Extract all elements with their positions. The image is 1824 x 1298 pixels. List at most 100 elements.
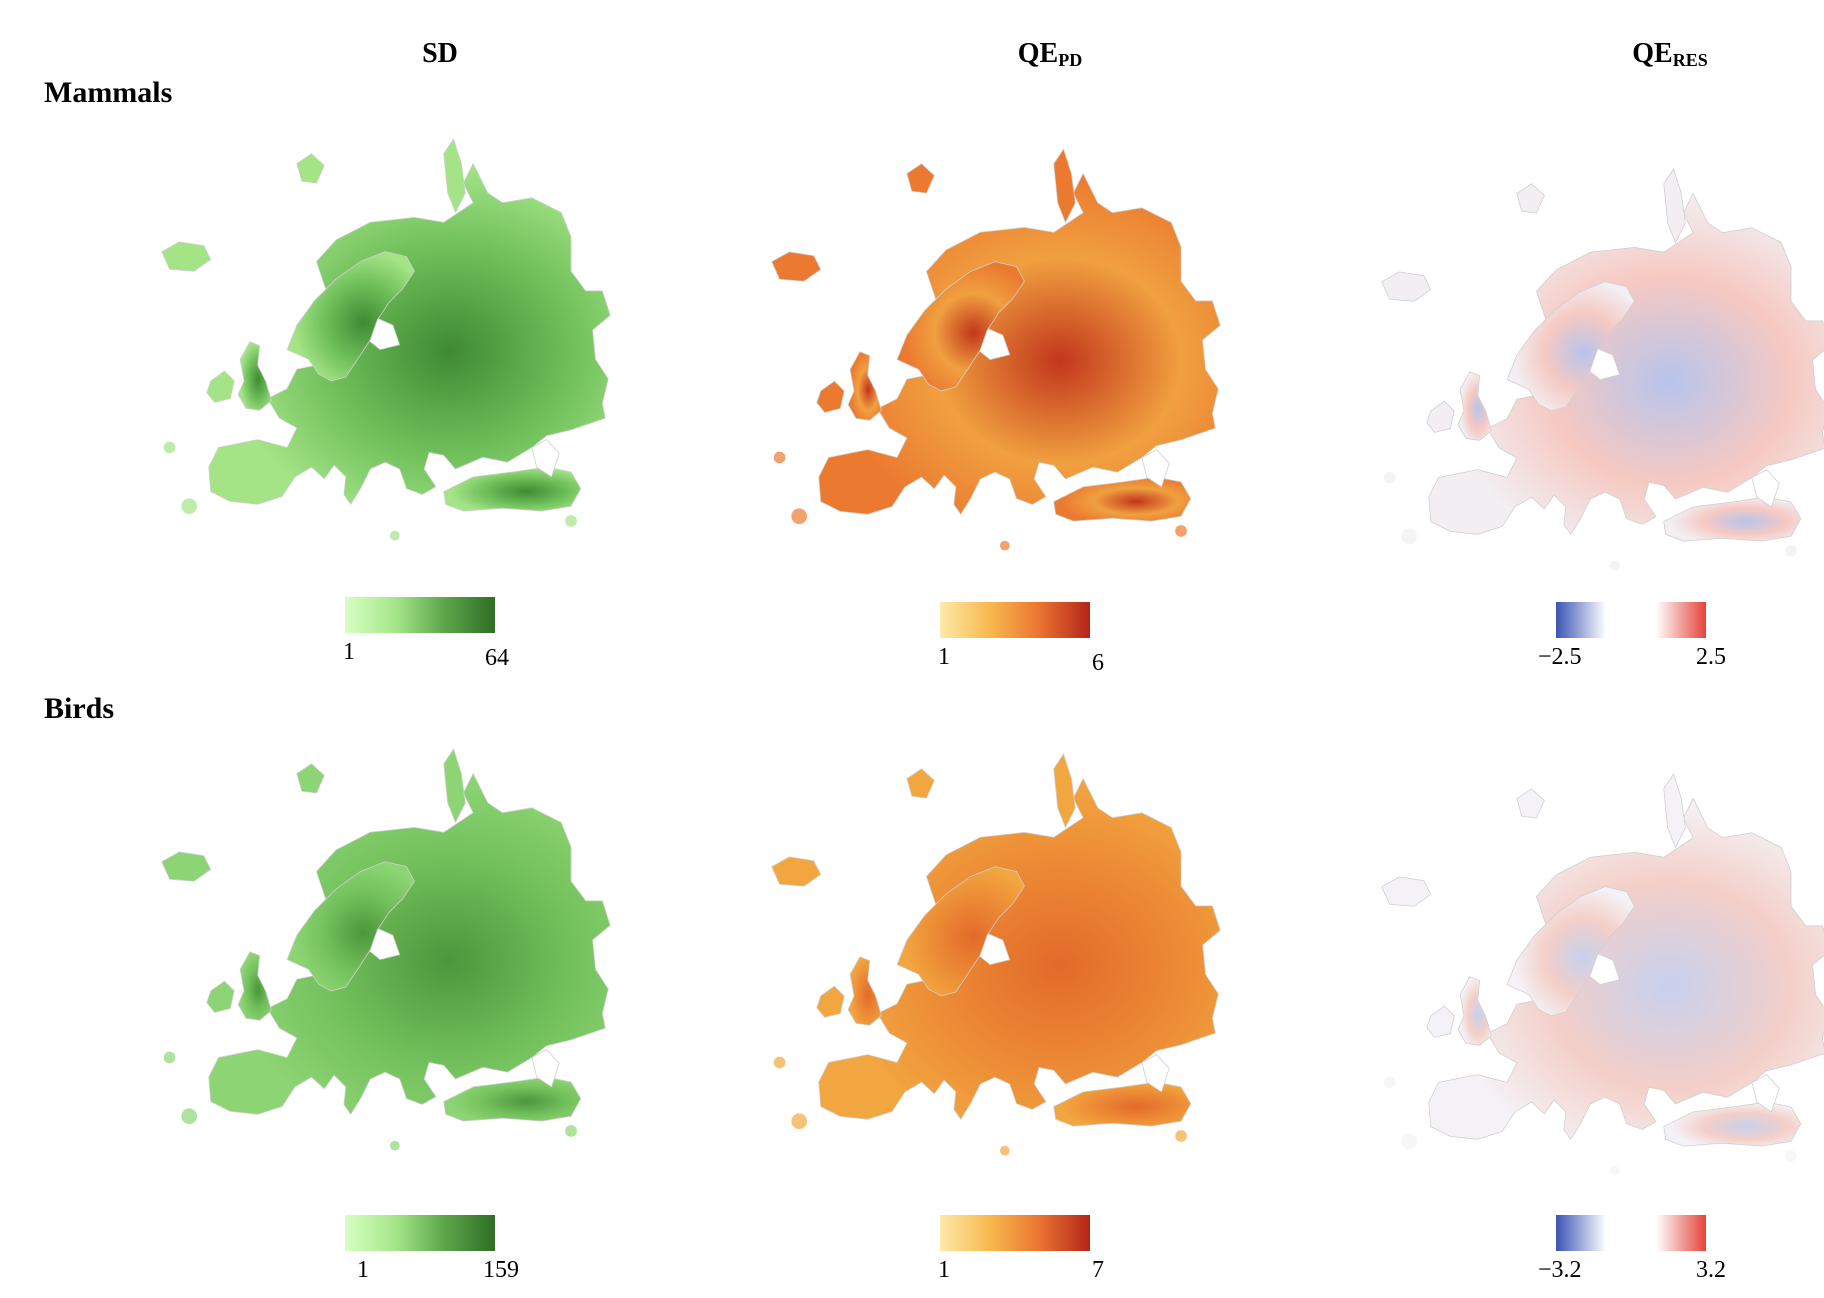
- region-turkey: [1053, 1081, 1192, 1127]
- region-novaya: [443, 748, 466, 824]
- island: [389, 530, 400, 541]
- region-caspian: [1141, 449, 1170, 488]
- region-iceland: [1381, 876, 1432, 907]
- region-scandinavia: [896, 261, 1025, 392]
- europe-map-svg: [771, 148, 1221, 551]
- region-svalbard: [906, 768, 935, 799]
- region-caspian: [1751, 469, 1780, 508]
- legend-birds-sd: 1 159: [345, 1215, 519, 1283]
- europe-map-svg: [1381, 168, 1824, 571]
- region-britain: [847, 351, 882, 421]
- map-birds-qeres: [1370, 745, 1824, 1185]
- region-britain: [1457, 976, 1492, 1046]
- region-svalbard: [906, 163, 935, 194]
- region-scandinavia: [286, 251, 415, 382]
- legend-max: 6: [1092, 650, 1104, 676]
- island: [773, 1056, 786, 1069]
- region-britain: [847, 956, 882, 1026]
- island: [999, 1145, 1010, 1156]
- region-ireland: [206, 370, 235, 403]
- legend-birds-qeres: −3.2 3.2: [1538, 1215, 1726, 1283]
- row-title-mammals: Mammals: [44, 76, 173, 109]
- region-turkey: [443, 1076, 582, 1122]
- region-caspian: [531, 439, 560, 478]
- region-scandinavia: [896, 866, 1025, 997]
- map-birds-qepd: [760, 725, 1230, 1165]
- region-iceland: [161, 851, 212, 882]
- region-caspian: [531, 1049, 560, 1088]
- island: [1175, 1130, 1187, 1142]
- legend-mammals-qepd: 1 6: [938, 602, 1104, 676]
- legend-mammals-qeres: −2.5 2.5: [1538, 602, 1726, 670]
- region-svalbard: [296, 763, 325, 794]
- region-turkey: [1053, 476, 1192, 522]
- legend-max: 7: [1092, 1257, 1104, 1283]
- region-novaya: [1663, 168, 1686, 244]
- legend-min: 1: [938, 1257, 950, 1283]
- legend-min: 1: [343, 639, 355, 665]
- region-ireland: [206, 980, 235, 1013]
- europe-map-svg: [161, 138, 611, 541]
- region-iceland: [771, 251, 822, 282]
- island: [1609, 1165, 1620, 1176]
- legend-min: 1: [357, 1257, 369, 1283]
- legend-min: −3.2: [1538, 1257, 1582, 1283]
- legend-min: 1: [938, 644, 950, 670]
- color-ramp: [940, 602, 1090, 638]
- column-title-qepd: QEPD: [1017, 38, 1083, 70]
- region-scandinavia: [1506, 886, 1635, 1017]
- legend-birds-qepd: 1 7: [938, 1215, 1104, 1283]
- region-scandinavia: [1506, 281, 1635, 412]
- legend-max: 3.2: [1696, 1257, 1726, 1283]
- region-caspian: [1751, 1074, 1780, 1113]
- island: [181, 498, 197, 515]
- color-ramp: [1556, 1215, 1706, 1251]
- region-britain: [237, 341, 272, 411]
- island: [1785, 545, 1797, 557]
- region-novaya: [1053, 148, 1076, 224]
- region-ireland: [1426, 400, 1455, 433]
- region-caspian: [1141, 1054, 1170, 1093]
- europe-map-svg: [1381, 773, 1824, 1176]
- island: [791, 1113, 807, 1130]
- island: [181, 1108, 197, 1125]
- island: [1175, 525, 1187, 537]
- island: [389, 1140, 400, 1151]
- region-iceland: [161, 241, 212, 272]
- color-ramp: [345, 1215, 495, 1251]
- map-mammals-sd: [150, 110, 620, 550]
- region-turkey: [443, 466, 582, 512]
- region-turkey: [1663, 496, 1802, 542]
- region-ireland: [1426, 1005, 1455, 1038]
- region-britain: [1457, 371, 1492, 441]
- legend-mammals-sd: 1 64: [343, 597, 509, 671]
- region-scandinavia: [286, 861, 415, 992]
- region-svalbard: [296, 153, 325, 184]
- island: [773, 451, 786, 464]
- island: [1401, 528, 1417, 545]
- region-novaya: [1053, 753, 1076, 829]
- region-ireland: [816, 985, 845, 1018]
- island: [163, 441, 176, 454]
- europe-map-svg: [161, 748, 611, 1151]
- europe-map-svg: [771, 753, 1221, 1156]
- map-mammals-qepd: [760, 120, 1230, 560]
- region-novaya: [1663, 773, 1686, 849]
- region-turkey: [1663, 1101, 1802, 1147]
- island: [999, 540, 1010, 551]
- column-title-qeres: QERES: [1632, 38, 1708, 70]
- region-iceland: [1381, 271, 1432, 302]
- color-ramp: [345, 597, 495, 633]
- region-svalbard: [1516, 183, 1545, 214]
- color-ramp: [940, 1215, 1090, 1251]
- legend-min: −2.5: [1538, 644, 1582, 670]
- region-ireland: [816, 380, 845, 413]
- island: [791, 508, 807, 525]
- island: [1785, 1150, 1797, 1162]
- map-birds-sd: [150, 720, 620, 1160]
- island: [1383, 471, 1396, 484]
- island: [1383, 1076, 1396, 1089]
- legend-max: 159: [483, 1257, 519, 1283]
- row-title-birds: Birds: [44, 692, 115, 725]
- island: [565, 515, 577, 527]
